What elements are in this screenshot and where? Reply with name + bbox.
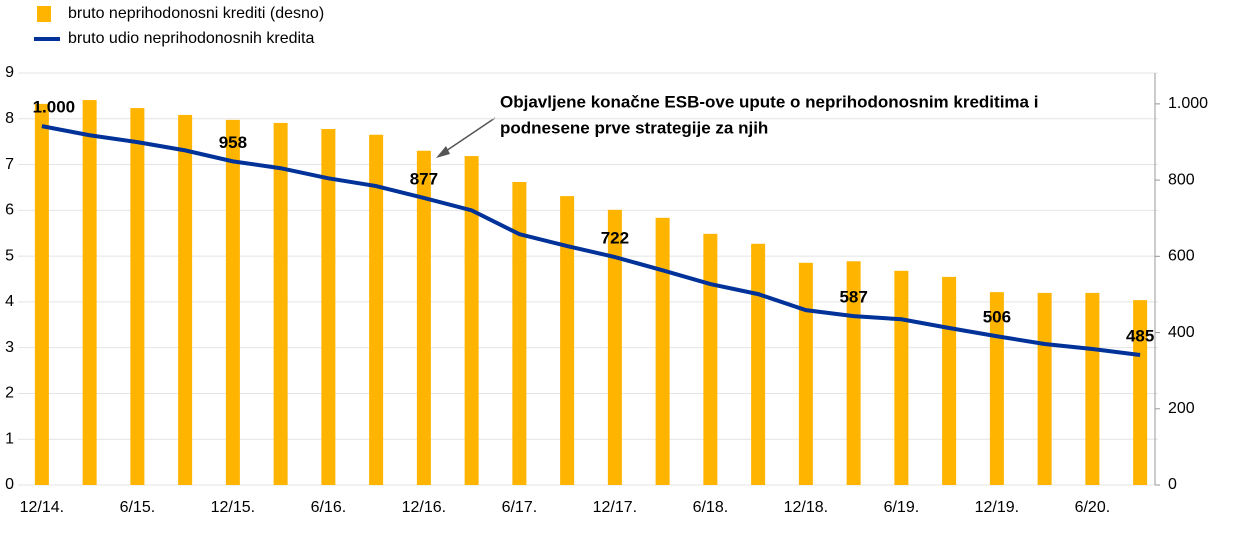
line [41,124,1141,357]
data-label: 722 [601,229,629,248]
y-tick-label: 0 [5,476,14,493]
data-label: 485 [1126,326,1154,345]
bar [703,233,718,485]
bar [751,243,766,485]
y2-tick-label: 400 [1168,324,1195,341]
bar [512,182,527,485]
y2-tick-label: 600 [1168,248,1195,265]
x-tick-label: 12/14. [20,499,64,516]
y2-tick-label: 800 [1168,171,1195,188]
arrow [439,117,496,156]
bar [321,129,336,485]
bar [942,276,957,485]
x-tick-label: 6/19. [884,499,920,516]
arrow-head [436,146,450,158]
bar [894,270,909,485]
bar [1133,300,1148,485]
bar [607,209,622,485]
x-tick-label: 6/18. [693,499,729,516]
legend-label: bruto udio neprihodonosnih kredita [68,30,315,47]
data-label: 1.000 [33,98,76,117]
y-tick-label: 5 [5,247,14,264]
bar [82,100,97,486]
bar [34,103,49,486]
annotation: podnesene prve strategije za njih [500,118,768,137]
x-tick-label: 6/15. [120,499,156,516]
bar [989,292,1004,485]
bar [1037,292,1052,485]
y-tick-label: 9 [5,64,14,81]
y2-tick-label: 200 [1168,400,1195,417]
x-tick-label: 12/16. [402,499,446,516]
bar [369,134,384,485]
y-tick-label: 4 [5,293,14,310]
y-tick-label: 1 [5,430,14,447]
y-tick-label: 7 [5,156,14,173]
x-tick-label: 12/17. [593,499,637,516]
bar [1085,292,1100,485]
bar [178,114,193,486]
bar [655,217,670,485]
data-label: 958 [219,133,247,152]
bar [225,119,240,485]
bar [130,108,145,485]
data-label: 587 [839,288,867,307]
bar [464,156,479,485]
x-tick-label: 6/16. [311,499,347,516]
y-tick-label: 8 [5,110,14,127]
bar [273,122,288,485]
bar [560,196,575,485]
x-tick-label: 12/18. [784,499,828,516]
bar [416,150,431,485]
data-label: 506 [983,308,1011,327]
y-tick-label: 6 [5,202,14,219]
y2-tick-label: 0 [1168,476,1177,493]
x-tick-label: 12/15. [211,499,255,516]
x-tick-label: 6/20. [1075,499,1111,516]
legend-swatch [37,6,51,22]
legend-label: bruto neprihodonosni krediti (desno) [68,5,324,22]
y-tick-label: 2 [5,385,14,402]
y-tick-label: 3 [5,339,14,356]
bar [798,262,813,485]
x-tick-label: 6/17. [502,499,538,516]
x-tick-label: 12/19. [975,499,1019,516]
data-label: 877 [410,169,438,188]
y2-tick-label: 1.000 [1168,95,1208,112]
annotation: Objavljene konačne ESB-ove upute o nepri… [500,92,1038,111]
